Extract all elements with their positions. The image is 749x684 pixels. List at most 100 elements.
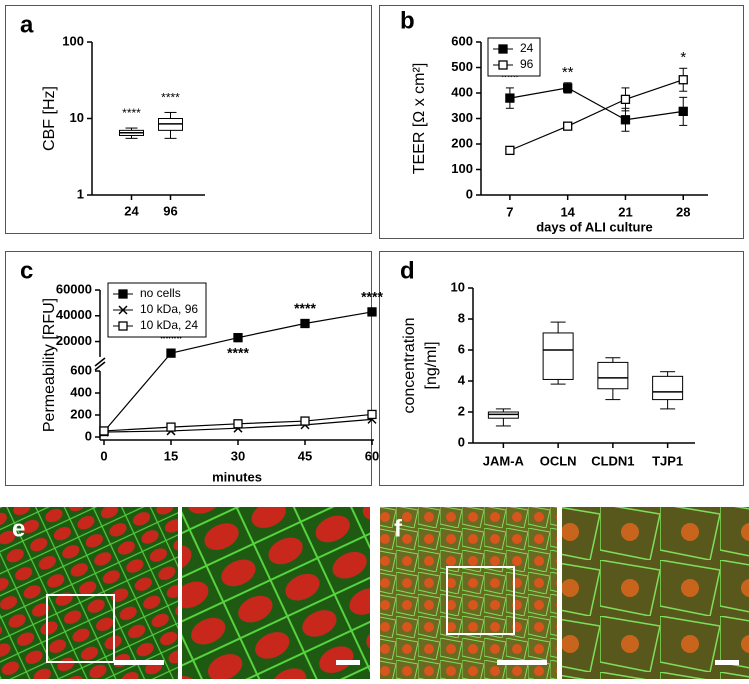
x-tick-label: 60 bbox=[365, 448, 379, 463]
y-tick-label: 0 bbox=[458, 434, 465, 449]
y-tick-label: 600 bbox=[451, 33, 473, 48]
legend-marker bbox=[498, 44, 508, 54]
panel-label: e bbox=[12, 515, 25, 542]
micrograph bbox=[380, 507, 557, 679]
marker bbox=[367, 307, 377, 317]
marker bbox=[233, 419, 243, 429]
marker bbox=[300, 318, 310, 329]
micrograph bbox=[562, 507, 749, 679]
marker bbox=[505, 93, 515, 103]
panel-label: b bbox=[400, 7, 415, 34]
y-axis-title: TEER [Ω x cm²] bbox=[411, 63, 428, 175]
x-axis-title: minutes bbox=[212, 469, 262, 484]
y-tick-label: 100 bbox=[62, 33, 84, 48]
marker bbox=[233, 333, 243, 343]
y-tick-label: 200 bbox=[451, 135, 473, 150]
y-tick-label: 40000 bbox=[56, 307, 92, 322]
marker bbox=[505, 145, 515, 156]
y-tick-label: 20000 bbox=[56, 333, 92, 348]
legend-label: no cells bbox=[140, 286, 181, 300]
marker bbox=[563, 121, 573, 131]
x-tick-label: 45 bbox=[298, 448, 312, 463]
x-tick-label: 0 bbox=[100, 448, 107, 463]
series-line bbox=[509, 87, 684, 121]
panel-label: a bbox=[20, 11, 34, 38]
annotation: **** bbox=[161, 91, 180, 105]
x-tick-label: JAM-A bbox=[483, 453, 525, 468]
x-axis-title: days of ALI culture bbox=[536, 219, 653, 234]
y-tick-label: 8 bbox=[458, 310, 465, 325]
micrographs: e f bbox=[0, 507, 749, 679]
axis-break bbox=[94, 357, 106, 367]
legend-box bbox=[487, 37, 541, 77]
y-tick-label: 400 bbox=[70, 384, 92, 399]
y-tick-label: 60000 bbox=[56, 281, 92, 296]
box bbox=[487, 411, 519, 419]
marker bbox=[166, 422, 176, 432]
scale-bar bbox=[497, 660, 547, 665]
legend-label: 96 bbox=[520, 57, 534, 71]
inset-box bbox=[446, 566, 515, 635]
x-tick-label: 21 bbox=[618, 204, 632, 219]
y-axis-title: concentration bbox=[401, 317, 418, 413]
legend-label: 10 kDa, 24 bbox=[140, 318, 198, 332]
micrograph bbox=[0, 507, 178, 679]
annotation: **** bbox=[122, 106, 141, 120]
y-tick-label: 400 bbox=[451, 84, 473, 99]
x-tick-label: CLDN1 bbox=[591, 453, 634, 468]
micrograph bbox=[182, 507, 370, 679]
x-tick-label: 96 bbox=[163, 203, 177, 218]
x-tick-label: 24 bbox=[124, 203, 139, 218]
marker bbox=[166, 348, 176, 358]
annotation: ** bbox=[562, 64, 574, 81]
panel-label: c bbox=[20, 257, 33, 284]
panel-frame bbox=[379, 251, 744, 486]
y-tick-label: 200 bbox=[70, 406, 92, 421]
x-tick-label: OCLN bbox=[540, 453, 577, 468]
panel-label: d bbox=[400, 257, 415, 284]
scale-bar bbox=[336, 660, 360, 665]
marker bbox=[300, 416, 310, 426]
annotation: **** bbox=[227, 344, 249, 360]
annotation: * bbox=[680, 49, 686, 66]
y-tick-label: 600 bbox=[70, 362, 92, 377]
series-line bbox=[509, 79, 684, 151]
scale-bar bbox=[715, 660, 739, 665]
x-tick-label: 14 bbox=[560, 204, 575, 219]
y-tick-label: 10 bbox=[451, 279, 465, 294]
y-axis-title: [ng/ml] bbox=[423, 341, 440, 389]
marker bbox=[678, 75, 688, 85]
y-tick-label: 6 bbox=[458, 341, 465, 356]
marker bbox=[367, 409, 377, 420]
panel-frame bbox=[379, 5, 744, 239]
box bbox=[652, 375, 684, 401]
y-tick-label: 2 bbox=[458, 403, 465, 418]
legend-marker bbox=[118, 289, 128, 299]
panel-frames bbox=[5, 5, 744, 486]
legend-marker bbox=[118, 305, 128, 315]
legend-marker bbox=[118, 321, 128, 331]
y-tick-label: 4 bbox=[458, 372, 466, 387]
y-tick-label: 1 bbox=[77, 186, 84, 201]
annotation: **** bbox=[294, 300, 316, 316]
x-tick-label: 28 bbox=[676, 204, 690, 219]
y-axis-title: Permeability [RFU] bbox=[41, 298, 58, 432]
y-tick-label: 500 bbox=[451, 59, 473, 74]
box bbox=[597, 361, 629, 390]
x-tick-label: TJP1 bbox=[652, 453, 683, 468]
marker bbox=[99, 426, 109, 436]
panel-frame bbox=[5, 251, 372, 486]
legend-marker bbox=[498, 60, 508, 70]
panel-label: f bbox=[394, 515, 403, 542]
marker-stroke bbox=[118, 305, 128, 315]
y-axis-title: CBF [Hz] bbox=[41, 86, 58, 151]
y-tick-label: 0 bbox=[466, 186, 473, 201]
marker bbox=[678, 106, 688, 117]
marker bbox=[563, 83, 573, 93]
box bbox=[542, 332, 574, 380]
annotation: **** bbox=[361, 289, 383, 305]
y-tick-label: 300 bbox=[451, 110, 473, 125]
y-tick-label: 10 bbox=[70, 110, 84, 125]
y-tick-label: 0 bbox=[85, 428, 92, 443]
